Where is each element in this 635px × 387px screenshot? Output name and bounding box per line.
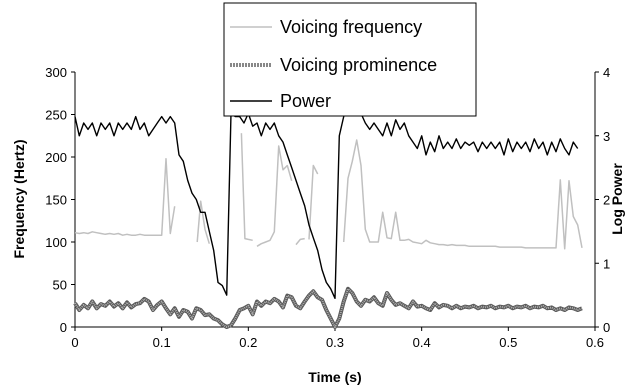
series-voicing-frequency-line (240, 133, 253, 242)
y-tick-label: 150 (45, 193, 67, 208)
series-voicing-frequency-line (196, 200, 211, 244)
y-tick-label: 100 (45, 235, 67, 250)
series-voicing-frequency-line (256, 145, 293, 247)
y2-tick-label: 2 (603, 193, 610, 208)
series-voicing-frequency-line (74, 157, 176, 236)
x-tick-label: 0.2 (239, 335, 257, 350)
x-tick-label: 0.4 (413, 335, 431, 350)
x-tick-label: 0.3 (326, 335, 344, 350)
x-tick-label: 0 (71, 335, 78, 350)
series-voicing-frequency-line (342, 139, 583, 250)
x-tick-label: 0.6 (586, 335, 604, 350)
y2-axis-title: Log Power (609, 163, 625, 235)
series-layer (73, 93, 583, 329)
legend-label-voicing-frequency: Voicing frequency (280, 17, 422, 37)
y-tick-label: 50 (53, 278, 67, 293)
y-axis-title: Frequency (Hertz) (11, 139, 27, 258)
series-voicing-frequency-line (295, 237, 305, 246)
y2-tick-label: 3 (603, 129, 610, 144)
x-tick-label: 0.1 (153, 335, 171, 350)
y2-tick-label: 1 (603, 256, 610, 271)
y2-tick-label: 0 (603, 320, 610, 335)
tick-group: 0 0.1 0.2 0.3 0.4 0.5 0.6050100150200250300012… (45, 65, 610, 350)
y-tick-label: 0 (60, 320, 67, 335)
y-tick-label: 250 (45, 108, 67, 123)
y-tick-label: 200 (45, 150, 67, 165)
legend: Voicing frequency Voicing prominence Pow… (223, 2, 477, 117)
legend-label-voicing-prominence: Voicing prominence (280, 55, 437, 75)
series-power-line (74, 93, 579, 299)
x-axis-title: Time (s) (308, 369, 361, 385)
legend-box (223, 2, 477, 117)
legend-label-power: Power (280, 91, 331, 111)
y2-tick-label: 4 (603, 65, 610, 80)
series-voicing-prominence-outline (73, 286, 583, 329)
x-tick-label: 0.5 (499, 335, 517, 350)
series-voicing-frequency-line (308, 164, 319, 240)
series-voicing-prominence-line (74, 287, 583, 328)
y-tick-label: 300 (45, 65, 67, 80)
